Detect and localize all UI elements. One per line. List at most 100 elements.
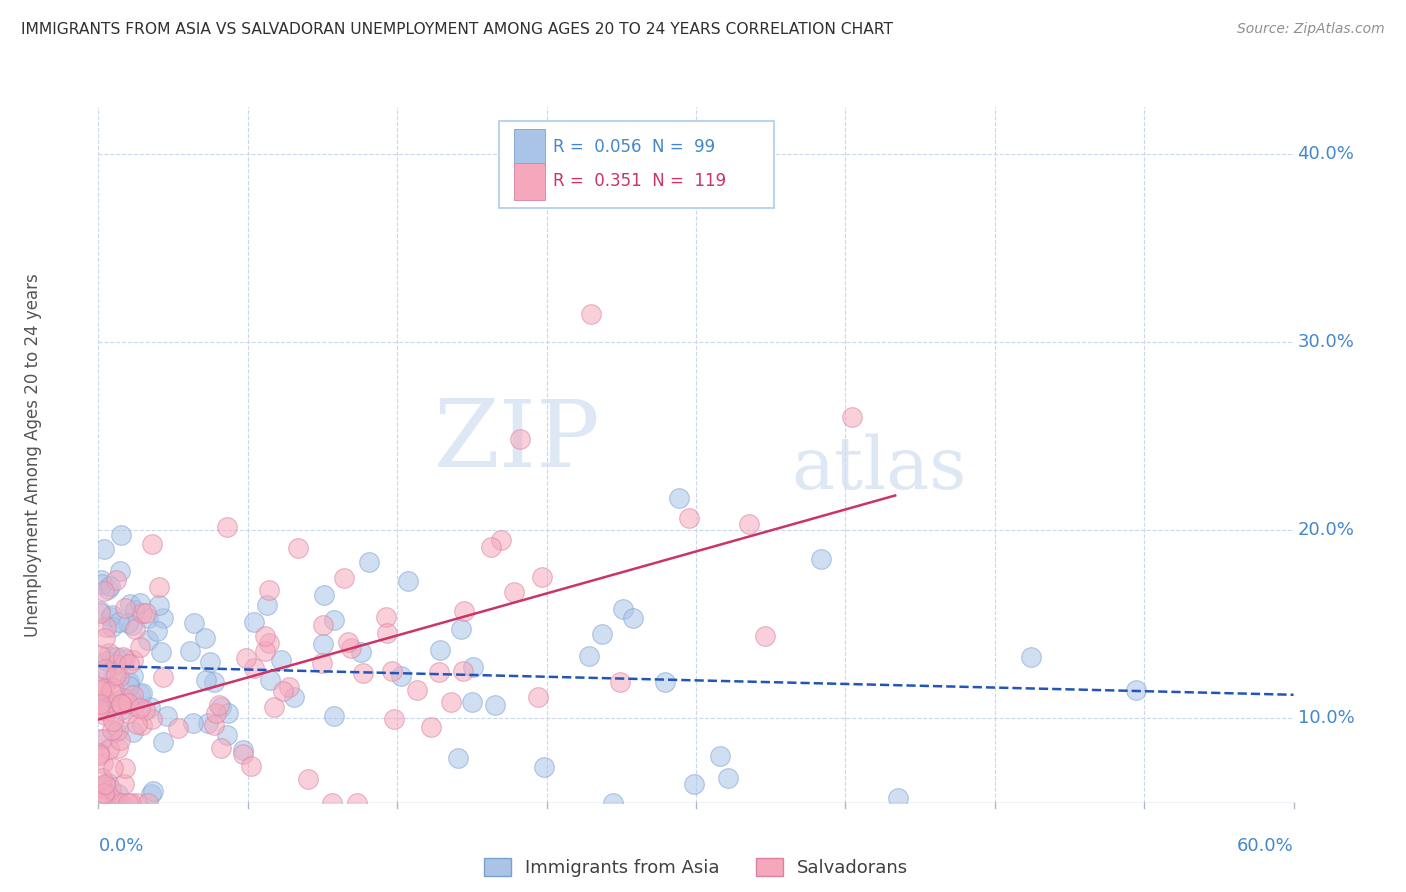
Point (105, 724, 128, 739)
Point (450, 622, 472, 636)
Point (352, 665, 374, 680)
Point (117, 696, 139, 710)
Point (810, 552, 832, 566)
Point (121, 618, 143, 632)
Point (141, 787, 163, 801)
Point (240, 759, 263, 773)
Point (94, 620, 117, 634)
Point (270, 653, 292, 667)
Point (242, 615, 264, 629)
Point (1019, 649, 1042, 664)
Text: R =  0.351  N =  119: R = 0.351 N = 119 (553, 172, 725, 191)
Text: 10.0%: 10.0% (1298, 709, 1354, 727)
Point (382, 712, 405, 726)
Point (101, 672, 124, 686)
Point (194, 631, 217, 645)
Point (207, 698, 229, 712)
Point (312, 588, 335, 602)
Point (118, 598, 141, 612)
Point (122, 698, 145, 713)
Point (311, 656, 333, 670)
Point (503, 585, 526, 599)
Point (148, 599, 170, 613)
Point (129, 700, 152, 714)
Point (107, 723, 129, 737)
Point (375, 625, 398, 640)
Point (134, 703, 156, 717)
Point (93, 542, 115, 557)
Text: 30.0%: 30.0% (1298, 333, 1354, 351)
Legend: Immigrants from Asia, Salvadorans: Immigrants from Asia, Salvadorans (477, 850, 915, 884)
Point (527, 690, 550, 705)
Point (287, 541, 309, 555)
Point (127, 717, 149, 731)
FancyBboxPatch shape (499, 121, 773, 208)
Point (93, 786, 115, 800)
Point (90, 683, 112, 698)
Point (96, 691, 118, 706)
Point (447, 751, 470, 765)
Point (278, 680, 301, 694)
Point (118, 657, 141, 672)
Point (108, 732, 131, 747)
Point (90, 573, 112, 587)
Point (101, 607, 124, 622)
Point (112, 776, 135, 790)
Point (322, 613, 344, 627)
Point (440, 695, 463, 709)
Point (117, 796, 139, 810)
Text: 0.0%: 0.0% (98, 837, 143, 855)
Point (136, 633, 159, 648)
Point (131, 607, 153, 621)
Point (406, 682, 429, 697)
Point (101, 649, 124, 664)
Point (91, 577, 114, 591)
Point (110, 796, 132, 810)
Point (128, 640, 150, 654)
Point (509, 432, 531, 446)
Point (124, 623, 146, 637)
Point (142, 784, 165, 798)
Point (451, 664, 474, 678)
Point (682, 777, 704, 791)
Point (357, 555, 380, 569)
Point (94, 777, 117, 791)
Point (93, 583, 115, 598)
Point (107, 741, 129, 756)
Point (578, 648, 600, 663)
Point (89, 693, 111, 707)
Point (139, 700, 162, 714)
Point (141, 537, 163, 551)
Point (312, 637, 335, 651)
Point (195, 673, 218, 687)
Point (129, 596, 152, 610)
Text: atlas: atlas (792, 434, 967, 504)
Point (96, 654, 118, 668)
Point (209, 740, 232, 755)
Point (94, 662, 117, 676)
Point (118, 674, 141, 689)
Point (114, 652, 136, 666)
Point (103, 796, 125, 810)
Point (738, 516, 761, 531)
Point (94, 793, 117, 807)
Point (117, 706, 139, 720)
Point (122, 652, 145, 666)
Point (312, 618, 335, 632)
Point (110, 698, 132, 712)
Point (152, 610, 174, 624)
Text: 20.0%: 20.0% (1298, 521, 1354, 539)
Point (581, 307, 603, 321)
Point (98, 610, 121, 624)
Point (202, 675, 225, 690)
Point (103, 714, 125, 729)
Point (427, 665, 450, 680)
Point (114, 601, 136, 615)
Point (87, 796, 110, 810)
Point (90, 779, 112, 793)
Point (107, 787, 129, 801)
Point (94, 704, 117, 718)
Point (110, 697, 132, 711)
Point (202, 718, 225, 732)
Point (531, 570, 554, 584)
